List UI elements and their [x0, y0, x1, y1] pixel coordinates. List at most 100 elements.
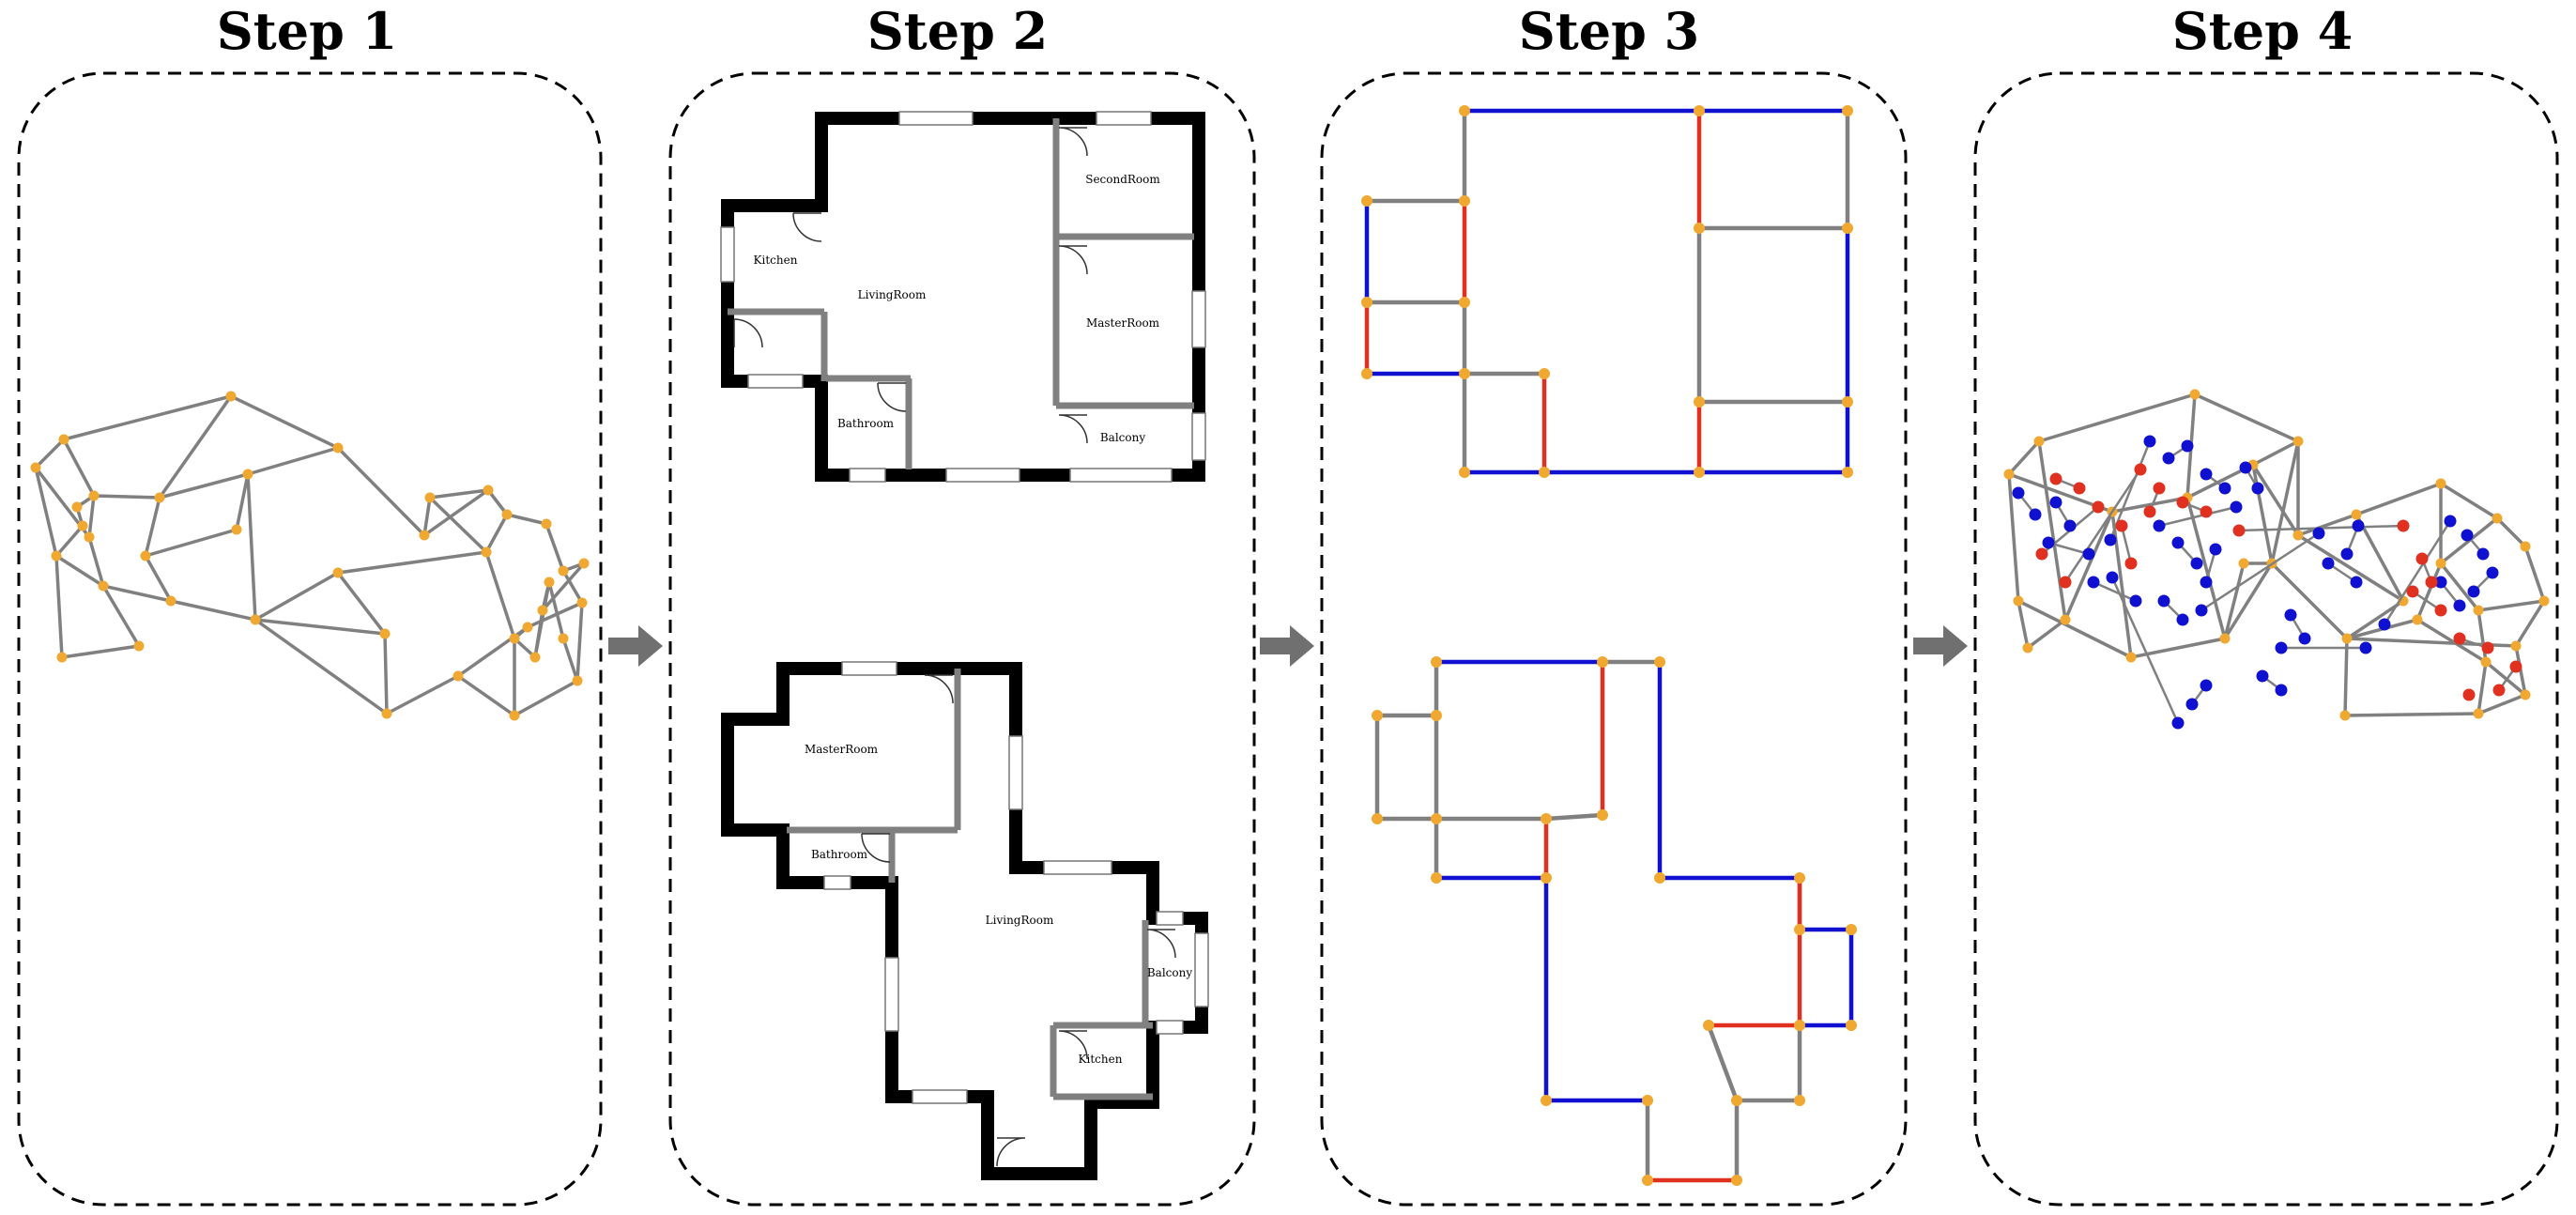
graph-edge: [336, 550, 488, 575]
graph-node: [1361, 368, 1372, 379]
graph-node: [1842, 105, 1853, 116]
graph-node: [558, 565, 569, 577]
window-node: [2230, 500, 2243, 514]
graph-edge: [2251, 464, 2300, 536]
graph-node: [1794, 1020, 1805, 1031]
window-node: [2104, 533, 2117, 546]
graph-edge: [169, 599, 257, 622]
graph-node: [1431, 872, 1442, 884]
graph-node: [71, 501, 83, 513]
graph-edge: [2355, 482, 2442, 516]
graph-node: [379, 628, 391, 639]
door-node: [2200, 505, 2213, 518]
graph-edge: [1543, 812, 1605, 822]
window-node: [2322, 557, 2335, 570]
graph-node: [98, 580, 109, 592]
window-node: [2350, 576, 2363, 589]
room-label: Balcony: [1147, 966, 1192, 979]
door-node: [2059, 576, 2072, 589]
graph-node: [1361, 297, 1372, 308]
graph-edge: [385, 674, 460, 715]
graph-node: [483, 484, 494, 496]
graph-node: [242, 469, 253, 480]
graph-node: [509, 633, 520, 644]
window-node-link: [2110, 577, 2180, 724]
graph-node: [2238, 558, 2249, 569]
window-node: [2218, 482, 2231, 495]
graph-edge: [2484, 660, 2527, 697]
graph-edge: [92, 494, 161, 500]
graph-node: [381, 708, 392, 719]
graph-edge: [484, 513, 509, 554]
graph-node: [1694, 396, 1705, 408]
graph-edge: [561, 569, 584, 605]
step-4-wireframe: [2003, 389, 2550, 730]
graph-node: [1459, 467, 1470, 478]
room-label: Kitchen: [754, 254, 798, 267]
graph-edge: [2038, 392, 2196, 443]
window-node: [2176, 613, 2189, 626]
outer-wall: [721, 112, 1205, 482]
graph-node: [2480, 656, 2492, 668]
graph-node: [1459, 105, 1470, 116]
graph-node: [1539, 368, 1550, 379]
graph-node: [165, 595, 176, 607]
room-label: MasterRoom: [1086, 316, 1160, 330]
door-node: [2232, 524, 2246, 537]
window-node: [2340, 547, 2354, 561]
step-4-panel: [1973, 71, 2559, 1207]
graph-node: [88, 490, 100, 501]
graph-edge: [101, 584, 173, 603]
graph-node: [541, 518, 552, 530]
graph-edge: [144, 496, 161, 558]
graph-node: [2473, 708, 2484, 719]
step-2-title: Step 2: [867, 1, 1048, 61]
graph-node: [1846, 924, 1857, 935]
graph-edge: [422, 496, 432, 537]
graph-node: [544, 577, 555, 588]
door-node: [2176, 496, 2189, 509]
graph-edge: [505, 513, 548, 526]
graph-edge: [2223, 562, 2246, 639]
graph-node: [452, 670, 464, 682]
window-node: [2200, 679, 2213, 692]
graph-edge: [144, 554, 173, 603]
graph-node: [529, 652, 541, 663]
floorplan-1: SecondRoom Kitchen LivingRoom MasterRoom…: [720, 111, 1206, 483]
graph-node: [1372, 710, 1383, 721]
arrow-1-to-2: [608, 625, 663, 667]
graph-edge: [62, 438, 96, 498]
doors: [733, 127, 1088, 444]
graph-edge: [229, 394, 340, 450]
step-3-panel: [1320, 71, 1908, 1207]
graph-edge: [2037, 440, 2067, 621]
door-node: [2134, 463, 2147, 476]
graph-edge: [2477, 599, 2545, 612]
graph-node: [2351, 509, 2362, 520]
graph-node: [1794, 1095, 1805, 1106]
graph-node: [424, 492, 436, 503]
room-label: Balcony: [1100, 431, 1145, 444]
window-node: [2185, 698, 2199, 711]
graph-node: [522, 622, 533, 633]
window-node: [2181, 439, 2194, 453]
window-node: [2082, 547, 2095, 561]
window-node: [2129, 594, 2142, 608]
door-node: [2035, 547, 2048, 561]
inner-walls: [787, 669, 1153, 1100]
graph-edge: [2476, 609, 2488, 663]
window-node: [2063, 519, 2077, 532]
graph-edge: [2440, 482, 2498, 520]
window-node: [2352, 519, 2365, 532]
window-node: [2312, 527, 2325, 540]
graph-node: [558, 633, 569, 644]
graph-node: [2339, 710, 2351, 721]
graph-edge: [144, 528, 238, 558]
room-label: LivingRoom: [986, 914, 1054, 927]
room-label: MasterRoom: [805, 743, 879, 756]
inner-walls: [728, 118, 1194, 469]
graph-edge: [2297, 533, 2404, 603]
graph-node: [56, 652, 68, 663]
step-1-title: Step 1: [217, 1, 397, 61]
arrow-3-to-4: [1913, 625, 1968, 667]
